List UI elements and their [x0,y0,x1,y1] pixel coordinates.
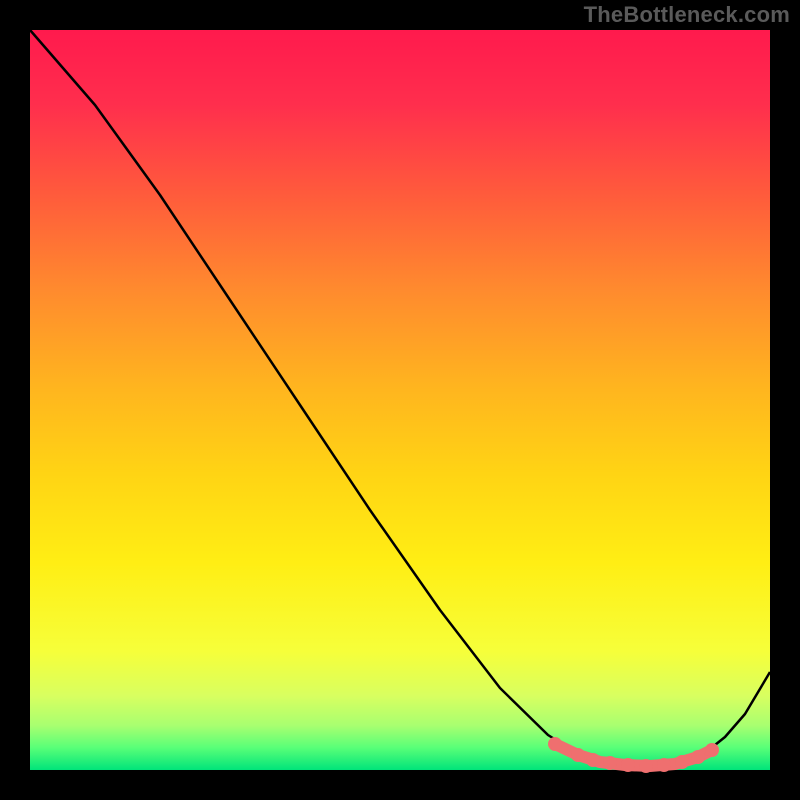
highlight-dot [705,743,719,757]
highlight-dot [571,748,585,762]
highlight-dot [639,759,653,773]
highlight-dot [691,750,705,764]
highlight-dot [621,758,635,772]
chart-frame: TheBottleneck.com [0,0,800,800]
highlight-dot [675,755,689,769]
highlight-dot [603,756,617,770]
highlight-dot [657,758,671,772]
highlight-dot [586,753,600,767]
chart-svg [0,0,800,800]
gradient-area [30,30,770,770]
highlight-dot [548,737,562,751]
